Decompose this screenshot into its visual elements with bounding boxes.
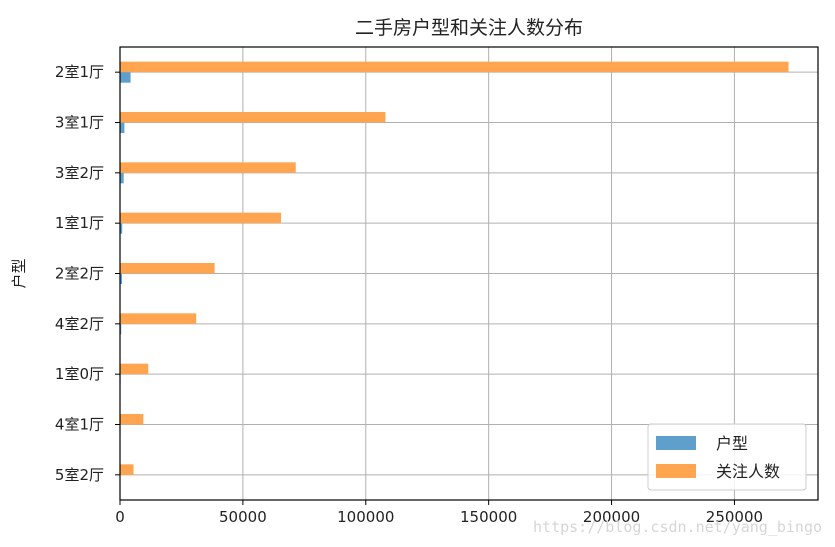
y-ticks: 2室1厅 3室1厅 3室2厅 1室1厅 2室2厅 4室2厅 1室0厅 4室1厅 5室2厅 [55,63,120,484]
x-tick-label: 200000 [583,508,640,526]
bar-hushape [120,323,122,335]
y-tick-label: 1室0厅 [55,365,104,383]
x-tick-label: 100000 [337,508,394,526]
bar-followers [120,414,144,425]
y-tick-label: 3室1厅 [55,114,104,132]
bar-followers [120,112,386,123]
x-tick-label: 150000 [460,508,517,526]
bar-hushape [120,273,122,284]
x-tick-label: 0 [115,508,125,526]
legend-swatch-followers [656,464,696,478]
watermark: https://blog.csdn.net/yang_bingo [533,518,822,536]
bar-followers [120,162,296,173]
x-tick-label: 250000 [706,508,763,526]
bar-followers [120,212,281,224]
legend-label-followers: 关注人数 [716,462,780,481]
y-tick-label: 2室2厅 [55,265,104,283]
y-tick-label: 1室1厅 [55,214,104,232]
y-tick-label: 4室1厅 [55,416,104,434]
bars [120,61,789,486]
y-tick-label: 4室2厅 [55,315,104,333]
y-tick-label: 2室1厅 [55,63,104,81]
y-tick-label: 3室2厅 [55,164,104,182]
bar-followers [120,313,197,324]
legend-swatch-hushape [656,436,696,450]
y-axis-label: 户型 [10,258,28,288]
legend: 户型 关注人数 [647,423,807,491]
bar-hushape [120,172,124,184]
bar-hushape [120,72,131,83]
bar-hushape [120,223,123,234]
bar-followers [120,61,789,73]
bar-followers [120,263,215,274]
y-tick-label: 5室2厅 [55,466,104,484]
x-tick-label: 50000 [219,508,267,526]
bar-hushape [120,122,125,133]
chart-title: 二手房户型和关注人数分布 [355,17,583,39]
legend-label-hushape: 户型 [716,434,748,453]
bar-followers [120,363,149,375]
bar-followers [120,464,134,475]
x-ticks: 0 50000 100000 150000 200000 250000 [115,500,763,526]
